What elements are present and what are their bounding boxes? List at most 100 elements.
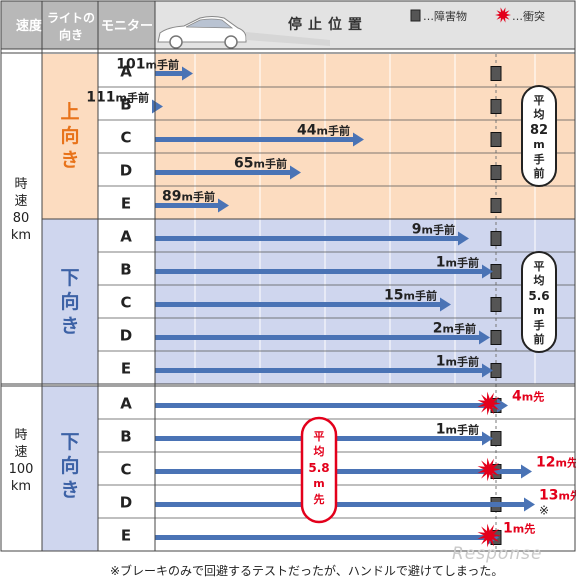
avg1-line2: 均 <box>534 273 545 287</box>
avg0-line5: 手 <box>534 152 545 166</box>
arrow-head <box>482 363 493 378</box>
collision-burst <box>477 391 501 416</box>
avg1-line4: m <box>533 304 544 317</box>
arrow-bar <box>155 170 291 175</box>
arrow-bar <box>155 302 441 307</box>
avg1-line6: 前 <box>534 332 545 346</box>
monitor-label-A: A <box>120 395 132 413</box>
arrow-bar <box>155 368 483 373</box>
footnote: ※ブレーキのみで回避するテストだったが、ハンドルで避けてしまった。 <box>110 564 504 578</box>
speed-80-line1: 時 <box>14 177 27 192</box>
legend-obstacle-label: …障害物 <box>423 9 467 23</box>
obstacle-marker <box>490 330 502 345</box>
table-borders <box>0 0 576 552</box>
note-mark: ※ <box>539 504 549 518</box>
speed-label-100: 時 速 100 km <box>9 428 34 494</box>
speed-label-80: 時 速 80 km <box>11 177 31 243</box>
value-label: 15m手前 <box>384 288 437 304</box>
arrow-head <box>479 330 490 345</box>
value-label: 12m先 <box>536 455 576 471</box>
header-monitor: モニター <box>101 19 153 34</box>
average-badge-lower-80: 平 均 5.6 m 手 前 <box>521 251 557 353</box>
monitor-label-E: E <box>121 360 131 378</box>
monitor-label-A: A <box>120 63 132 81</box>
arrow-bar <box>155 71 183 76</box>
speed-100-line1: 時 <box>14 428 27 443</box>
legend-collision-icon <box>495 7 511 23</box>
monitor-label-E: E <box>121 527 131 545</box>
obstacle-marker <box>490 297 502 312</box>
obstacle-marker <box>490 132 502 147</box>
monitor-label-B: B <box>120 96 131 114</box>
monitor-label-D: D <box>120 494 132 512</box>
arrow-head <box>524 497 535 512</box>
speed-100-line3: 100 <box>9 462 34 477</box>
arrow-head <box>218 198 229 213</box>
legend-collision-label: …衝突 <box>512 9 545 23</box>
car-icon <box>157 16 330 49</box>
obstacle-marker <box>490 165 502 180</box>
arrow-head <box>482 431 493 446</box>
speed-100-line2: 速 <box>14 445 27 460</box>
monitor-label-C: C <box>120 294 131 312</box>
monitor-label-D: D <box>120 162 132 180</box>
speed-80-line4: km <box>11 228 31 243</box>
monitor-column <box>98 54 155 551</box>
value-label: 1m手前 <box>436 255 479 271</box>
value-label: 1m先 <box>503 521 535 537</box>
light-label-lower-80: 下 向 き <box>60 267 79 337</box>
header-light-line1: ライトの <box>47 11 95 25</box>
light-label-upper-80: 上 向 き <box>60 101 79 171</box>
arrow-head <box>521 464 532 479</box>
average-badge-upper-80: 平 均 82 m 手 前 <box>521 85 557 187</box>
avg1-line5: 手 <box>534 318 545 332</box>
arrow-bar <box>155 137 354 142</box>
arrow-bar <box>155 203 219 208</box>
header-speed: 速度 <box>16 18 43 34</box>
arrow-head <box>497 398 508 413</box>
avg1-line1: 平 <box>534 260 545 273</box>
watermark-logo: Response <box>452 544 543 564</box>
avg0-line1: 平 <box>534 94 545 107</box>
speed-80-line2: 速 <box>14 194 27 209</box>
average-badge-100: 平 均 5.8 m 先 <box>300 416 338 524</box>
arrow-bar <box>155 269 483 274</box>
avg2-line2: 均 <box>314 444 325 458</box>
value-label: 1m手前 <box>436 422 479 438</box>
value-label: 1m手前 <box>436 354 479 370</box>
value-label: 4m先 <box>512 389 544 405</box>
arrow-head <box>458 231 469 246</box>
value-label: 9m手前 <box>412 222 455 238</box>
avg2-line1: 平 <box>314 430 325 443</box>
header-light-line2: 向き <box>59 27 83 42</box>
speed-cell-100 <box>1 386 42 551</box>
avg1-line3: 5.6 <box>528 289 549 303</box>
light-lower100-line3: き <box>60 479 79 501</box>
light-cell-100 <box>42 386 98 551</box>
value-label: 101m手前 <box>116 57 179 73</box>
collision-burst <box>477 523 501 548</box>
arrow-head <box>182 66 193 81</box>
monitor-label-C: C <box>120 461 131 479</box>
monitor-label-B: B <box>120 428 131 446</box>
light-lower100-line2: 向 <box>60 454 79 477</box>
arrow-head <box>440 297 451 312</box>
value-label: 44m手前 <box>297 123 350 139</box>
monitor-label-E: E <box>121 195 131 213</box>
speed-80-line3: 80 <box>13 211 30 226</box>
light-label-lower-100: 下 向 き <box>60 431 79 501</box>
arrow-head <box>353 132 364 147</box>
collision-burst <box>477 457 501 482</box>
obstacle-marker <box>490 66 502 81</box>
avg0-line6: 前 <box>534 166 545 180</box>
monitor-label-D: D <box>120 327 132 345</box>
monitor-label-C: C <box>120 129 131 147</box>
avg2-line5: 先 <box>314 492 325 506</box>
light-lower80-line2: 向 <box>60 290 79 313</box>
monitor-label-B: B <box>120 261 131 279</box>
light-upper-line1: 上 <box>60 101 79 123</box>
light-lower80-line1: 下 <box>60 267 79 289</box>
arrow-bar <box>155 335 480 340</box>
avg2-line3: 5.8 <box>308 461 329 475</box>
